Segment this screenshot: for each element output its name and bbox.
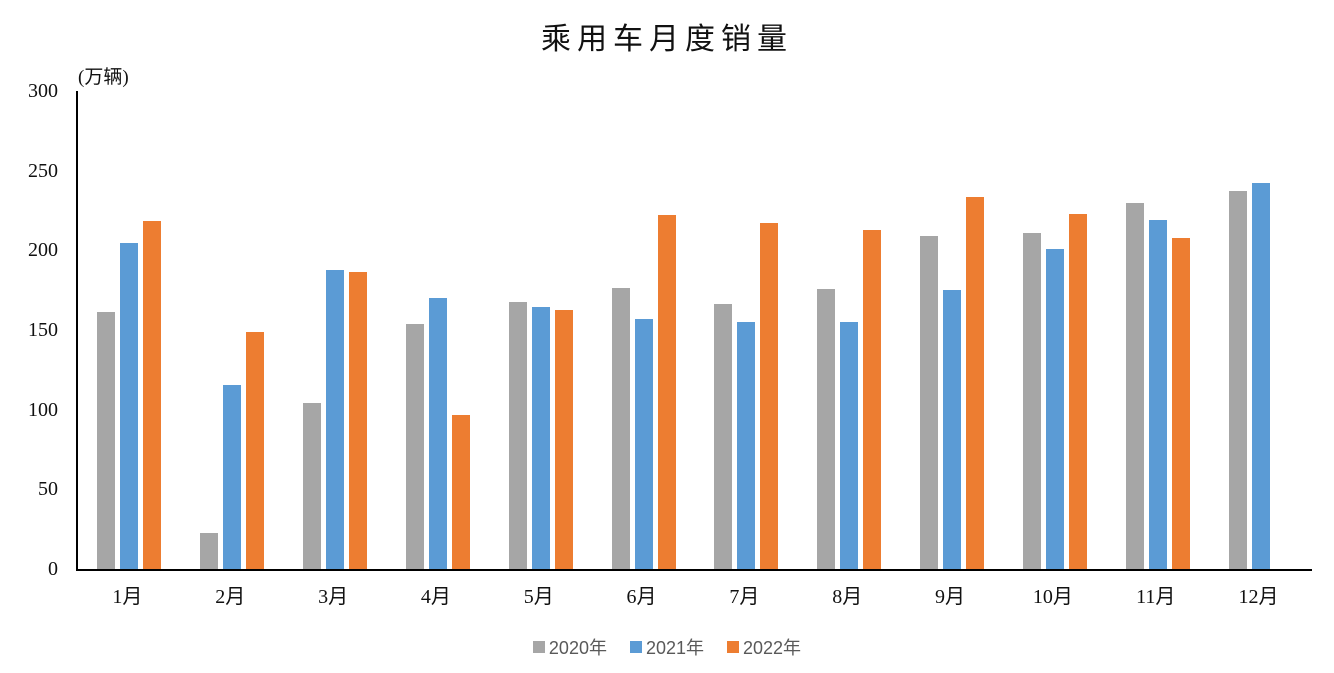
bar-group-12月 — [1209, 91, 1312, 569]
y-tick-label: 150 — [28, 319, 58, 341]
y-tick-label: 100 — [28, 398, 58, 421]
bar-2020年-3月 — [303, 402, 322, 569]
bar-2021年-4月 — [428, 297, 447, 569]
bar-2021年-10月 — [1045, 249, 1064, 569]
bar-group-7月 — [695, 91, 798, 569]
plot-area — [76, 91, 1312, 571]
x-label-8月: 8月 — [832, 586, 863, 608]
bar-2020年-12月 — [1228, 190, 1247, 569]
bar-2022年-5月 — [554, 310, 573, 569]
x-label-1月: 1月 — [112, 586, 143, 608]
legend-label: 2021年 — [645, 638, 705, 658]
bar-2021年-12月 — [1251, 183, 1270, 569]
bar-2020年-10月 — [1022, 232, 1041, 569]
x-label-11月: 11月 — [1136, 586, 1176, 608]
legend-swatch-icon — [629, 641, 642, 653]
x-label-2月: 2月 — [215, 586, 246, 608]
x-label-12月: 12月 — [1238, 586, 1279, 608]
x-label-3月: 3月 — [318, 586, 349, 608]
x-label-9月: 9月 — [935, 586, 966, 608]
bar-group-11月 — [1106, 91, 1209, 569]
legend-label: 2022年 — [743, 638, 802, 658]
bar-2020年-7月 — [714, 303, 733, 569]
bar-group-5月 — [489, 91, 592, 569]
bar-group-4月 — [386, 91, 489, 569]
legend-swatch-icon — [727, 641, 740, 653]
legend-item-2020年: 2020年 — [532, 634, 607, 660]
bar-2020年-1月 — [97, 311, 116, 569]
bar-group-6月 — [592, 91, 695, 569]
bar-2022年-7月 — [760, 222, 779, 569]
bar-group-3月 — [284, 91, 387, 569]
y-tick-label: 250 — [28, 159, 58, 182]
y-tick-label: 0 — [48, 558, 58, 580]
bar-2021年-5月 — [531, 306, 550, 569]
bar-2020年-11月 — [1125, 203, 1144, 569]
bar-2021年-11月 — [1148, 219, 1167, 569]
chart-title: 乘用车月度销量 — [541, 23, 793, 56]
bar-2022年-10月 — [1068, 213, 1087, 569]
bar-2022年-2月 — [246, 332, 265, 569]
y-tick-label: 200 — [28, 239, 58, 262]
legend-item-2022年: 2022年 — [727, 634, 801, 660]
bar-2022年-6月 — [657, 214, 676, 569]
bar-2020年-8月 — [817, 289, 836, 569]
bar-2022年-8月 — [863, 230, 882, 569]
bar-2022年-11月 — [1171, 237, 1190, 569]
bar-group-2月 — [181, 91, 284, 569]
bar-2022年-4月 — [451, 415, 470, 569]
bar-2020年-4月 — [405, 324, 424, 569]
bar-2020年-9月 — [920, 236, 939, 569]
bar-2022年-1月 — [143, 220, 162, 569]
bar-group-10月 — [1003, 91, 1106, 569]
legend-label: 2020年 — [548, 638, 607, 658]
legend-item-2021年: 2021年 — [629, 634, 705, 660]
y-tick-label: 300 — [28, 80, 58, 102]
bar-2021年-8月 — [840, 321, 859, 569]
bar-2021年-6月 — [634, 319, 653, 569]
bar-groups — [78, 91, 1312, 569]
bar-2020年-6月 — [611, 287, 630, 569]
x-label-6月: 6月 — [626, 586, 657, 608]
bar-2021年-7月 — [737, 321, 756, 569]
bar-2020年-2月 — [200, 533, 219, 569]
x-label-10月: 10月 — [1032, 586, 1073, 608]
x-label-5月: 5月 — [523, 586, 554, 608]
bar-2021年-9月 — [943, 290, 962, 569]
bar-group-9月 — [901, 91, 1004, 569]
x-label-7月: 7月 — [729, 586, 760, 608]
bar-2022年-9月 — [966, 197, 985, 569]
y-tick-label: 50 — [38, 478, 58, 501]
bar-2022年-3月 — [349, 272, 368, 569]
x-label-4月: 4月 — [420, 586, 451, 608]
x-axis-labels: 1月 2月 3月 4月 5月 6月 7月 8月 9月 10月 11月 12月 — [76, 580, 1310, 609]
bar-2021年-3月 — [326, 270, 345, 569]
legend-swatch-icon — [532, 641, 545, 653]
bar-group-1月 — [78, 91, 181, 569]
bar-2021年-2月 — [223, 384, 242, 569]
y-axis-unit-label: (万辆) — [78, 67, 129, 88]
bar-2021年-1月 — [120, 243, 139, 569]
bar-2020年-5月 — [508, 302, 527, 569]
bar-group-8月 — [798, 91, 901, 569]
legend: 2020年 2021年 2022年 — [0, 634, 1334, 660]
y-axis-tick-labels: 0 50 100 150 200 250 300 — [0, 0, 58, 673]
